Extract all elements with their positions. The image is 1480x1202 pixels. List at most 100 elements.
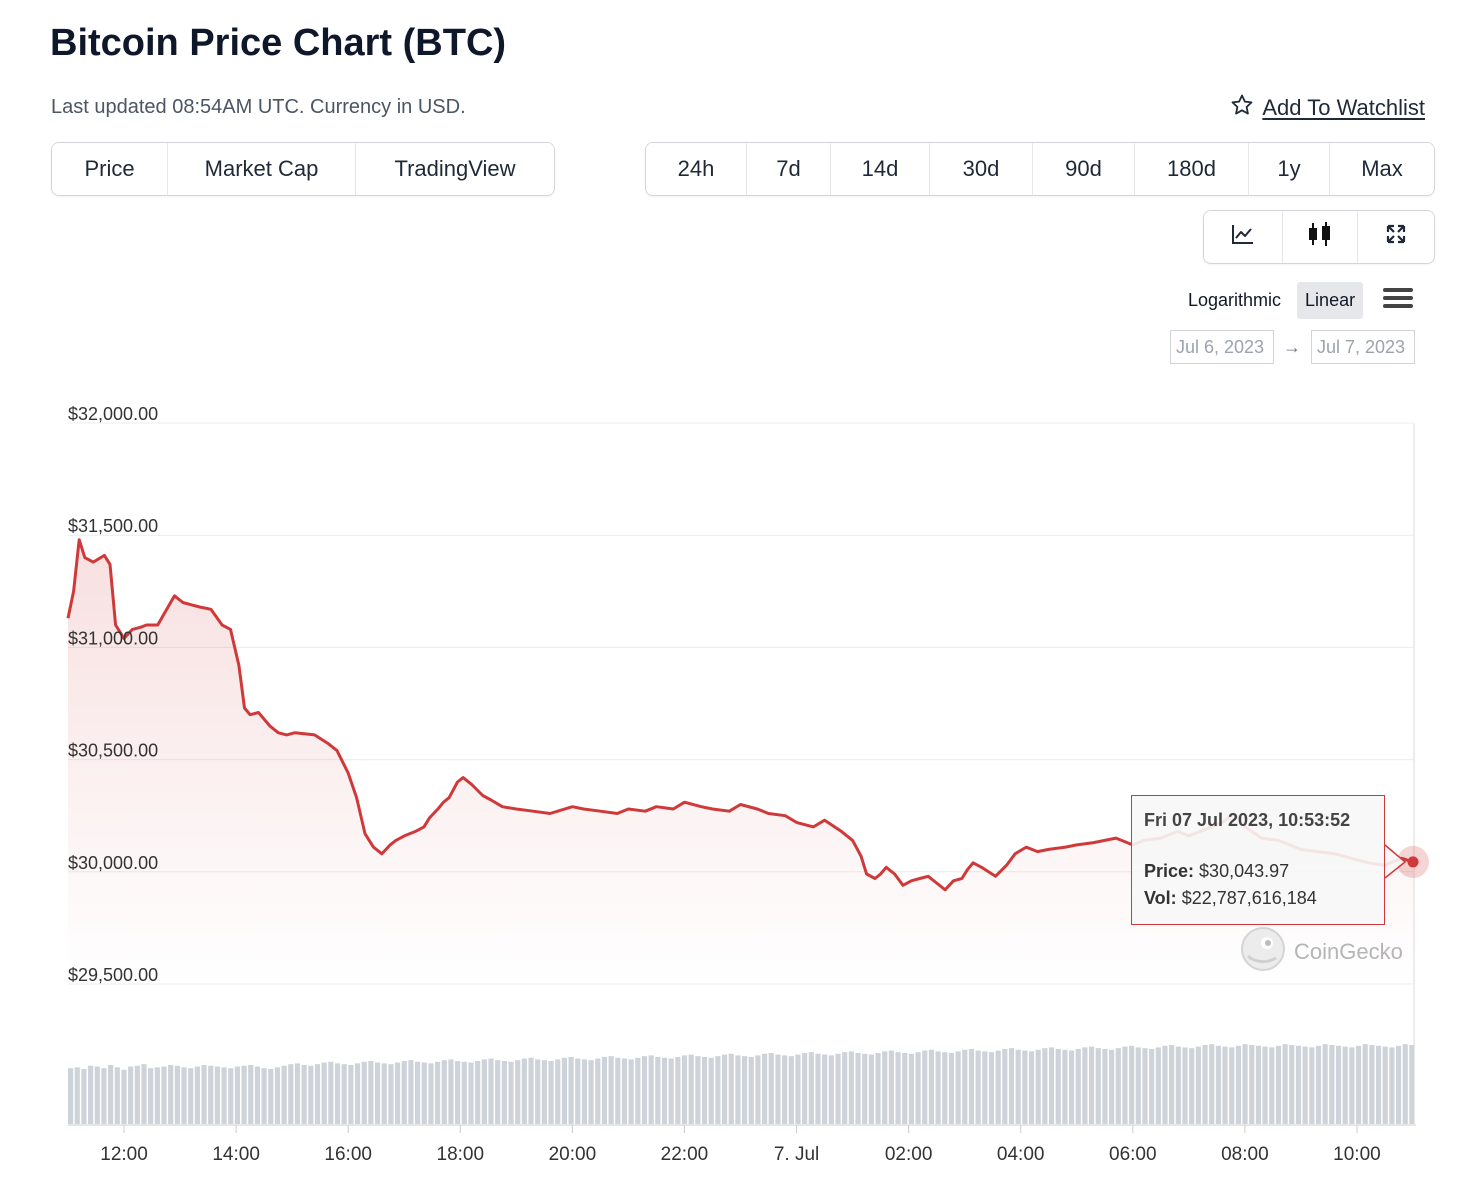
- volume-bar: [1189, 1048, 1195, 1124]
- volume-bar: [1335, 1045, 1342, 1124]
- x-tick-label: 04:00: [997, 1144, 1045, 1165]
- volume-bar: [795, 1054, 801, 1124]
- volume-bar: [701, 1056, 708, 1124]
- volume-bar: [1242, 1044, 1248, 1124]
- add-to-watchlist-button[interactable]: Add To Watchlist: [1230, 93, 1425, 123]
- volume-bar: [608, 1056, 614, 1124]
- volume-bar: [1329, 1045, 1335, 1124]
- volume-bar: [635, 1057, 641, 1124]
- range-14d[interactable]: 14d: [831, 143, 930, 195]
- range-max[interactable]: Max: [1330, 143, 1434, 195]
- price-area: [68, 539, 1413, 984]
- tab-market-cap[interactable]: Market Cap: [168, 143, 356, 195]
- tooltip-price-label: Price:: [1144, 861, 1195, 881]
- y-tick-label: $29,500.00: [68, 965, 158, 985]
- volume-bar: [681, 1055, 688, 1124]
- coingecko-watermark: CoinGecko: [1240, 926, 1403, 978]
- volume-bar: [748, 1056, 754, 1124]
- volume-bar: [695, 1056, 701, 1124]
- volume-bar: [1202, 1045, 1208, 1124]
- volume-bar: [942, 1052, 948, 1124]
- volume-bar: [361, 1061, 367, 1124]
- volume-bar: [181, 1067, 187, 1124]
- volume-bar: [1169, 1045, 1175, 1124]
- range-24h[interactable]: 24h: [646, 143, 747, 195]
- tooltip-pointer: [1384, 844, 1407, 879]
- volume-bar: [1222, 1046, 1228, 1124]
- volume-bar: [788, 1056, 794, 1124]
- volume-bar: [862, 1053, 868, 1124]
- x-tick-label: 02:00: [885, 1144, 933, 1165]
- volume-bar: [995, 1050, 1001, 1124]
- range-90d[interactable]: 90d: [1033, 143, 1135, 195]
- volume-bar: [174, 1065, 180, 1124]
- volume-bar: [1349, 1047, 1355, 1124]
- volume-bar: [575, 1058, 581, 1124]
- volume-bar: [475, 1060, 481, 1124]
- volume-bar: [975, 1050, 981, 1124]
- volume-bar: [288, 1064, 294, 1124]
- volume-bar: [74, 1067, 80, 1124]
- volume-bar: [968, 1048, 975, 1124]
- volume-bar: [1182, 1047, 1188, 1124]
- volume-bar: [1008, 1048, 1015, 1124]
- tab-price[interactable]: Price: [52, 143, 168, 195]
- date-to-input[interactable]: Jul 7, 2023: [1311, 330, 1415, 364]
- volume-bar: [1355, 1045, 1362, 1124]
- volume-bar: [1322, 1044, 1328, 1124]
- volume-bar: [1175, 1046, 1181, 1124]
- volume-bar: [101, 1068, 107, 1124]
- scale-logarithmic[interactable]: Logarithmic: [1188, 290, 1282, 310]
- volume-bar: [1215, 1045, 1221, 1124]
- volume-bar: [188, 1068, 194, 1124]
- line-chart-button[interactable]: [1204, 211, 1283, 263]
- volume-bar: [194, 1066, 200, 1124]
- date-from-input[interactable]: Jul 6, 2023: [1170, 330, 1274, 364]
- range-180d[interactable]: 180d: [1135, 143, 1249, 195]
- volume-bar: [508, 1061, 514, 1124]
- line-chart-icon: [1231, 223, 1255, 251]
- volume-bar: [148, 1068, 154, 1124]
- range-1y[interactable]: 1y: [1249, 143, 1330, 195]
- volume-bar: [1375, 1045, 1382, 1124]
- tooltip-price-value: $30,043.97: [1199, 861, 1290, 881]
- volume-bar: [922, 1050, 928, 1124]
- volume-bar: [408, 1060, 414, 1124]
- candlestick-icon: [1307, 220, 1333, 254]
- volume-bar: [601, 1056, 608, 1124]
- scale-toggle: Logarithmic Linear: [1180, 282, 1364, 319]
- candlestick-button[interactable]: [1283, 211, 1358, 263]
- range-7d[interactable]: 7d: [747, 143, 831, 195]
- y-tick-label: $30,000.00: [68, 853, 158, 873]
- hamburger-menu-icon[interactable]: [1383, 286, 1413, 315]
- volume-bar: [301, 1064, 307, 1124]
- volume-bar: [1342, 1046, 1348, 1124]
- volume-bar: [488, 1058, 494, 1124]
- expand-button[interactable]: [1358, 211, 1434, 263]
- volume-bar: [1035, 1049, 1041, 1124]
- volume-bar: [782, 1055, 788, 1124]
- hover-point: [1407, 856, 1419, 868]
- x-tick-label: 08:00: [1221, 1144, 1269, 1165]
- volume-bar: [1042, 1048, 1048, 1124]
- volume-bar: [1142, 1048, 1148, 1124]
- volume-bar: [935, 1051, 941, 1124]
- volume-bar: [114, 1067, 120, 1124]
- volume-bar: [708, 1057, 714, 1124]
- volume-bar: [374, 1062, 381, 1124]
- volume-bar: [168, 1064, 174, 1124]
- volume-bar: [855, 1052, 861, 1124]
- tab-tradingview[interactable]: TradingView: [356, 143, 554, 195]
- volume-bar: [848, 1051, 854, 1124]
- volume-bar: [988, 1052, 995, 1124]
- volume-bar: [228, 1068, 234, 1124]
- volume-bar: [1369, 1045, 1375, 1124]
- range-30d[interactable]: 30d: [930, 143, 1033, 195]
- scale-linear[interactable]: Linear: [1297, 282, 1364, 319]
- volume-bar: [201, 1064, 207, 1124]
- volume-bar: [1229, 1047, 1235, 1124]
- volume-bar: [415, 1061, 421, 1124]
- volume-bar: [401, 1060, 407, 1124]
- volume-bar: [735, 1055, 741, 1124]
